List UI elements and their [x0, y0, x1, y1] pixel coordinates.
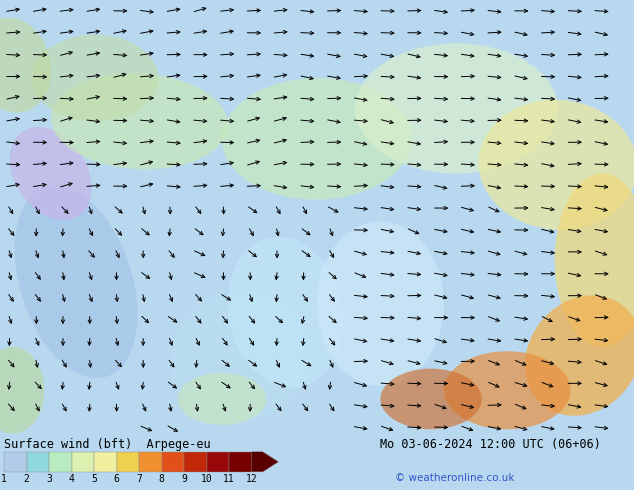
Text: 3: 3	[46, 474, 52, 484]
Text: 5: 5	[91, 474, 97, 484]
Bar	[229, 452, 252, 472]
Text: 10: 10	[200, 474, 212, 484]
Text: Mo 03-06-2024 12:00 UTC (06+06): Mo 03-06-2024 12:00 UTC (06+06)	[380, 438, 601, 451]
Ellipse shape	[15, 186, 138, 378]
Ellipse shape	[355, 44, 558, 173]
Ellipse shape	[228, 237, 343, 388]
FancyArrow shape	[252, 452, 278, 472]
Ellipse shape	[32, 35, 158, 122]
Bar	[4, 452, 27, 472]
Text: 1: 1	[1, 474, 7, 484]
Ellipse shape	[479, 100, 634, 230]
Text: 7: 7	[136, 474, 142, 484]
Bar	[94, 452, 117, 472]
Text: 6: 6	[113, 474, 119, 484]
Text: 8: 8	[158, 474, 164, 484]
Text: Surface wind (bft)  Arpege-eu: Surface wind (bft) Arpege-eu	[4, 438, 210, 451]
Ellipse shape	[51, 74, 228, 170]
Text: 11: 11	[223, 474, 235, 484]
Bar	[49, 452, 72, 472]
Ellipse shape	[525, 295, 634, 416]
Bar	[27, 452, 49, 472]
Bar	[207, 452, 229, 472]
Ellipse shape	[317, 221, 444, 386]
Bar	[162, 452, 184, 472]
Bar	[72, 452, 94, 472]
Ellipse shape	[222, 78, 412, 199]
Ellipse shape	[380, 368, 482, 429]
Ellipse shape	[178, 373, 266, 425]
Bar	[117, 452, 139, 472]
Text: 4: 4	[68, 474, 74, 484]
Text: 12: 12	[245, 474, 257, 484]
Ellipse shape	[10, 127, 92, 220]
Ellipse shape	[555, 173, 634, 347]
Ellipse shape	[0, 18, 51, 113]
Text: 9: 9	[181, 474, 187, 484]
Ellipse shape	[171, 291, 311, 420]
Text: © weatheronline.co.uk: © weatheronline.co.uk	[395, 473, 515, 483]
Ellipse shape	[444, 351, 571, 429]
Bar	[139, 452, 162, 472]
Bar	[184, 452, 207, 472]
Text: 2: 2	[23, 474, 29, 484]
Ellipse shape	[0, 347, 44, 434]
